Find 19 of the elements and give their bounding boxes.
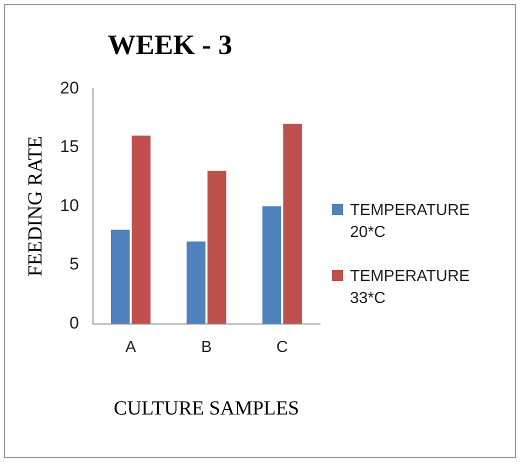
bar bbox=[207, 170, 226, 324]
bar bbox=[186, 241, 206, 324]
x-tick-label: C bbox=[276, 338, 288, 356]
legend-label: TEMPERATURE 20*C bbox=[350, 201, 471, 243]
bar bbox=[283, 124, 302, 324]
y-axis-title: FEEDING RATE bbox=[24, 136, 46, 276]
y-tick-label: 5 bbox=[69, 254, 79, 274]
legend-label: TEMPERATURE 33*C bbox=[350, 267, 471, 309]
y-tick-label: 15 bbox=[60, 137, 79, 156]
bar bbox=[132, 136, 151, 324]
y-tick-label: 0 bbox=[69, 313, 79, 332]
y-tick-label: 10 bbox=[60, 196, 79, 215]
bar bbox=[110, 230, 130, 324]
x-tick-label: B bbox=[201, 338, 212, 356]
x-tick-label: A bbox=[125, 338, 136, 356]
y-tick-label: 20 bbox=[60, 78, 79, 98]
x-axis-title: CULTURE SAMPLES bbox=[114, 397, 300, 420]
bar bbox=[262, 206, 282, 324]
chart-title: WEEK - 3 bbox=[108, 30, 232, 62]
